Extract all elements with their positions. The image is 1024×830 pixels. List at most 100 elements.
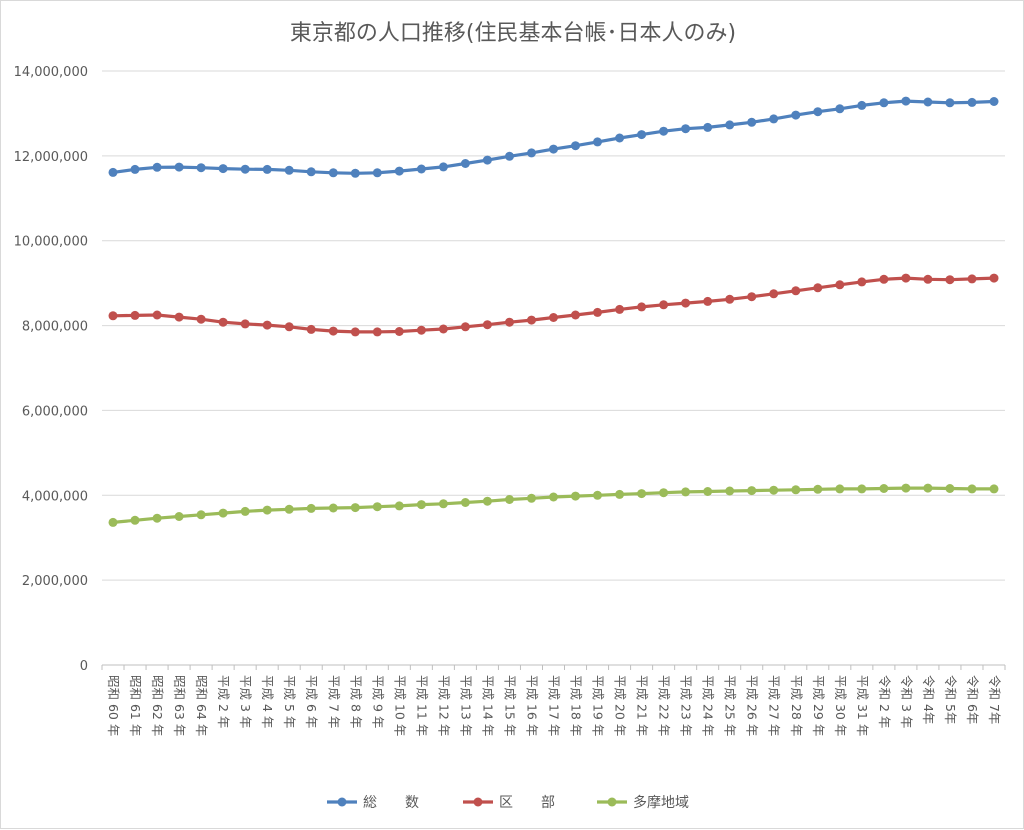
data-point bbox=[791, 485, 801, 495]
x-tick-label: 令和 4年 bbox=[921, 675, 936, 724]
data-point bbox=[989, 273, 999, 283]
data-point bbox=[482, 155, 492, 165]
data-point bbox=[703, 296, 713, 306]
x-tick-label: 平成 26 年 bbox=[745, 675, 760, 736]
x-tick-label: 令和 5年 bbox=[943, 675, 958, 724]
data-point bbox=[967, 97, 977, 107]
legend-marker-1 bbox=[337, 797, 347, 807]
legend-label-1: 総 数 bbox=[363, 795, 419, 811]
data-point bbox=[108, 311, 118, 321]
data-point bbox=[108, 517, 118, 527]
data-point bbox=[196, 510, 206, 520]
data-point bbox=[262, 505, 272, 515]
x-tick-label: 平成 10 年 bbox=[392, 675, 407, 736]
x-tick-label: 平成 18 年 bbox=[569, 675, 584, 736]
data-point bbox=[901, 96, 911, 106]
legend: 総 数 区 部 多摩地域 bbox=[327, 794, 689, 811]
data-point bbox=[240, 319, 250, 329]
data-point bbox=[659, 488, 669, 498]
data-point bbox=[350, 503, 360, 513]
x-tick-label: 平成 24 年 bbox=[701, 675, 716, 736]
data-point bbox=[703, 487, 713, 496]
data-point bbox=[549, 313, 558, 322]
x-tick-label: 平成 6 年 bbox=[304, 675, 319, 728]
data-point bbox=[615, 304, 625, 314]
x-tick-label: 平成 17 年 bbox=[547, 675, 562, 736]
x-tick-label: 令和 2 年 bbox=[877, 675, 892, 728]
x-tick-label: 令和 7年 bbox=[987, 675, 1002, 724]
data-point bbox=[394, 501, 404, 511]
data-point bbox=[835, 280, 845, 290]
x-tick-label: 平成 21 年 bbox=[635, 675, 650, 736]
data-point bbox=[152, 310, 162, 320]
data-point bbox=[725, 120, 735, 130]
data-point bbox=[527, 148, 536, 158]
data-point bbox=[460, 159, 470, 168]
data-point bbox=[967, 274, 977, 284]
y-tick-label: 12,000,000 bbox=[14, 150, 88, 165]
data-point bbox=[725, 294, 735, 304]
data-point bbox=[438, 162, 448, 172]
data-point bbox=[813, 107, 823, 117]
data-point bbox=[945, 484, 955, 493]
data-point bbox=[350, 327, 360, 337]
data-point bbox=[659, 300, 669, 310]
x-tick-label: 昭和 61 年 bbox=[128, 675, 143, 736]
data-point bbox=[549, 144, 558, 154]
data-point bbox=[593, 490, 602, 500]
x-tick-label: 昭和 62 年 bbox=[150, 675, 165, 736]
data-point bbox=[240, 506, 250, 516]
data-point bbox=[416, 164, 426, 174]
data-point bbox=[945, 98, 955, 108]
data-point bbox=[372, 502, 382, 512]
data-point bbox=[130, 515, 140, 525]
data-point bbox=[615, 133, 625, 143]
x-tick-label: 平成 8 年 bbox=[348, 675, 363, 728]
x-tick-label: 平成 7 年 bbox=[326, 675, 341, 728]
data-point bbox=[460, 322, 470, 332]
data-point bbox=[549, 492, 558, 502]
data-point bbox=[989, 484, 999, 494]
data-point bbox=[923, 483, 933, 493]
x-tick-label: 平成 20 年 bbox=[613, 675, 628, 736]
data-point bbox=[416, 500, 426, 510]
data-point bbox=[174, 312, 184, 322]
y-tick-label: 2,000,000 bbox=[22, 574, 88, 589]
data-point bbox=[857, 100, 867, 110]
data-point bbox=[945, 275, 955, 285]
data-point bbox=[284, 504, 294, 514]
axes: 0 2,000,000 4,000,000 6,000,000 8,000,000 10,… bbox=[14, 65, 1006, 736]
data-point bbox=[593, 307, 602, 317]
data-point bbox=[218, 164, 228, 174]
data-point bbox=[284, 322, 294, 332]
data-point bbox=[130, 310, 140, 320]
data-point bbox=[394, 166, 404, 176]
data-point bbox=[769, 114, 779, 124]
y-tick-label: 10,000,000 bbox=[14, 235, 88, 250]
data-point bbox=[438, 324, 448, 334]
data-point bbox=[372, 327, 382, 337]
data-point bbox=[482, 320, 492, 330]
data-point bbox=[725, 486, 735, 496]
data-point bbox=[328, 326, 338, 336]
legend-marker-2 bbox=[473, 797, 483, 807]
x-tick-label: 平成 25 年 bbox=[723, 675, 738, 736]
data-point bbox=[813, 283, 823, 293]
data-point bbox=[747, 486, 757, 496]
data-point bbox=[240, 164, 250, 174]
data-point bbox=[262, 320, 272, 330]
data-point bbox=[813, 484, 823, 494]
data-point bbox=[218, 317, 228, 327]
x-tick-label: 平成 22 年 bbox=[657, 675, 672, 736]
data-point bbox=[901, 483, 911, 493]
x-tick-label: 昭和 63 年 bbox=[172, 675, 187, 736]
series-lines bbox=[108, 96, 999, 527]
x-tick-label: 令和 3 年 bbox=[899, 675, 914, 728]
data-point bbox=[328, 168, 338, 178]
data-point bbox=[571, 310, 580, 320]
x-tick-label: 平成 3 年 bbox=[238, 675, 253, 728]
data-point bbox=[218, 508, 228, 518]
x-tick-label: 平成 13 年 bbox=[458, 675, 473, 736]
legend-marker-3 bbox=[607, 797, 617, 807]
data-point bbox=[482, 496, 492, 506]
